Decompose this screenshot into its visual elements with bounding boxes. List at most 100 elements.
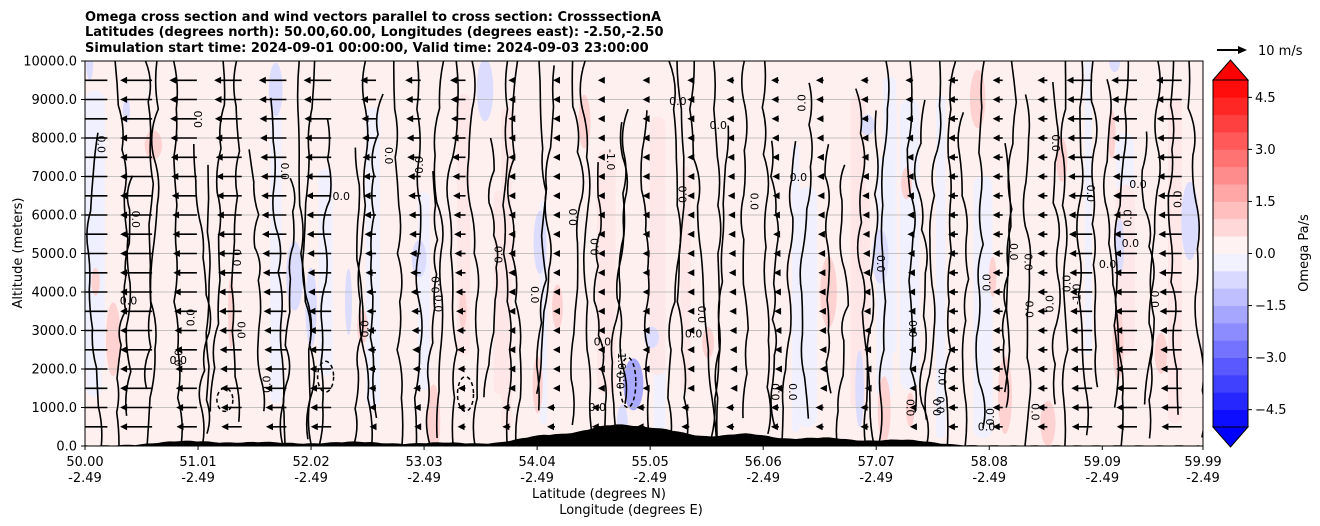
contour-label-text: 0.0 xyxy=(1029,403,1042,421)
contour-label-text: 0.0 xyxy=(278,162,291,180)
wind-vector-head xyxy=(1037,384,1045,392)
contour-label: 0.0 xyxy=(1122,237,1140,250)
wind-vector-head xyxy=(1116,384,1124,392)
shading-band xyxy=(1084,61,1092,355)
wind-vector-head xyxy=(1156,96,1164,103)
contour-label-text: 0.0 xyxy=(786,383,799,401)
contour-label-text: 0.0 xyxy=(588,238,601,256)
wind-vector-head xyxy=(218,269,226,277)
wind-vector-head xyxy=(907,269,915,277)
contour-label-text: 0.0 xyxy=(230,249,243,267)
contour-label-text: 0.0 xyxy=(935,368,948,386)
wind-vector-head xyxy=(172,250,180,257)
omega-contours xyxy=(86,61,1203,446)
wind-vector-head xyxy=(450,76,457,84)
wind-vector-head xyxy=(816,115,824,123)
contour-label-text: 0.0 xyxy=(748,193,761,211)
wind-vector-head xyxy=(553,134,560,142)
negative-contour xyxy=(216,387,234,413)
wind-vector-head xyxy=(818,250,826,257)
wind-vector-head xyxy=(947,211,955,219)
wind-vector-head xyxy=(1160,365,1168,373)
wind-vector-head xyxy=(360,76,368,84)
wind-vector-head xyxy=(1113,192,1121,200)
wind-vector-head xyxy=(1037,423,1045,431)
contour-label-text: 0.0 xyxy=(1172,190,1185,208)
contour-label-text: 0.0 xyxy=(1122,237,1140,250)
wind-vector-head xyxy=(992,423,1000,431)
contour-label: 0.0 xyxy=(567,208,580,226)
wind-vector-head xyxy=(1161,423,1169,431)
shading-blob xyxy=(1181,181,1199,261)
zero-contour xyxy=(193,143,212,446)
wind-vector-head xyxy=(553,346,560,354)
wind-vector-head xyxy=(502,423,510,431)
wind-vector-head xyxy=(1066,76,1074,84)
wind-vector-head xyxy=(309,365,317,373)
contour-label: 0.0 xyxy=(429,276,442,294)
colorbar-level xyxy=(1213,253,1248,272)
shading-blob xyxy=(872,229,889,284)
wind-vector-head xyxy=(862,192,870,200)
wind-vector-head xyxy=(457,346,464,354)
contour-label: 0.0 xyxy=(1061,275,1074,293)
contour-label-text: 0.0 xyxy=(1129,178,1147,191)
contour-label: 0.0 xyxy=(695,306,708,324)
contour-label: -1.0 xyxy=(1070,283,1083,304)
colorbar-extend-bottom xyxy=(1211,426,1250,448)
wind-vector-head xyxy=(1067,153,1075,161)
wind-vector-head xyxy=(642,307,650,315)
wind-vector-head xyxy=(120,134,128,142)
contour-label-text: 0.0 xyxy=(1122,209,1135,227)
contour-label: 0.0 xyxy=(931,399,944,417)
wind-vector-head xyxy=(817,230,825,238)
wind-vector-head xyxy=(456,327,464,334)
wind-vector-head xyxy=(364,230,372,238)
wind-vector-head xyxy=(863,307,871,315)
wind-vector-head xyxy=(454,230,461,238)
zero-contour xyxy=(610,108,629,446)
x-tick-label-lon: -2.49 xyxy=(859,471,893,486)
wind-vector-head xyxy=(1070,346,1078,354)
wind-vector-head xyxy=(860,76,868,84)
wind-vector-head xyxy=(414,423,422,431)
wind-vector-head xyxy=(216,211,224,219)
colorbar-level xyxy=(1213,357,1248,376)
contour-label: 0.0 xyxy=(614,372,627,390)
zero-contour xyxy=(535,65,555,394)
wind-vector-head xyxy=(508,269,516,277)
contour-label-text: 0.0 xyxy=(933,396,946,414)
y-tick-label: 4000.0 xyxy=(32,286,78,301)
wind-vector-head xyxy=(1068,230,1076,238)
contour-label-text: 0.0 xyxy=(333,190,351,203)
contour-label-text: 0.0 xyxy=(1007,243,1020,261)
wind-vector-head xyxy=(1113,211,1121,219)
y-tick-label: 9000.0 xyxy=(32,93,78,108)
wind-vector-head xyxy=(75,423,82,430)
x-tick-label-lon: -2.49 xyxy=(1085,471,1119,486)
wind-vector-head xyxy=(453,192,460,200)
contour-label: 0.0 xyxy=(382,147,395,165)
wind-vector-head xyxy=(861,153,869,161)
wind-vector-head xyxy=(221,423,229,431)
contour-label: 0.0 xyxy=(432,295,445,313)
zero-contour xyxy=(781,140,797,446)
wind-vector-head xyxy=(992,96,1000,103)
contour-label: 0.0 xyxy=(1148,290,1161,308)
wind-vector-head xyxy=(908,346,916,354)
contour-label-text: 0.0 xyxy=(710,119,728,132)
colorbar: 4.5 3.0 1.5 0.0 −1.5 −3.0 −4.5 xyxy=(1211,59,1287,448)
contour-label-text: 0.0 xyxy=(588,401,606,414)
contour-label-text: 0.0 xyxy=(429,276,442,294)
zero-contour xyxy=(86,132,103,446)
zero-contour xyxy=(957,112,970,446)
wind-vector-head xyxy=(1159,327,1167,334)
wind-vector-head xyxy=(508,384,516,392)
zero-contour xyxy=(536,61,548,411)
contour-label: 0.0 xyxy=(230,249,243,267)
wind-vector-head xyxy=(457,365,465,373)
zero-contour xyxy=(301,61,316,440)
wind-vector-head xyxy=(174,327,182,334)
wind-vector-head xyxy=(864,384,872,392)
wind-vector-head xyxy=(687,115,695,123)
